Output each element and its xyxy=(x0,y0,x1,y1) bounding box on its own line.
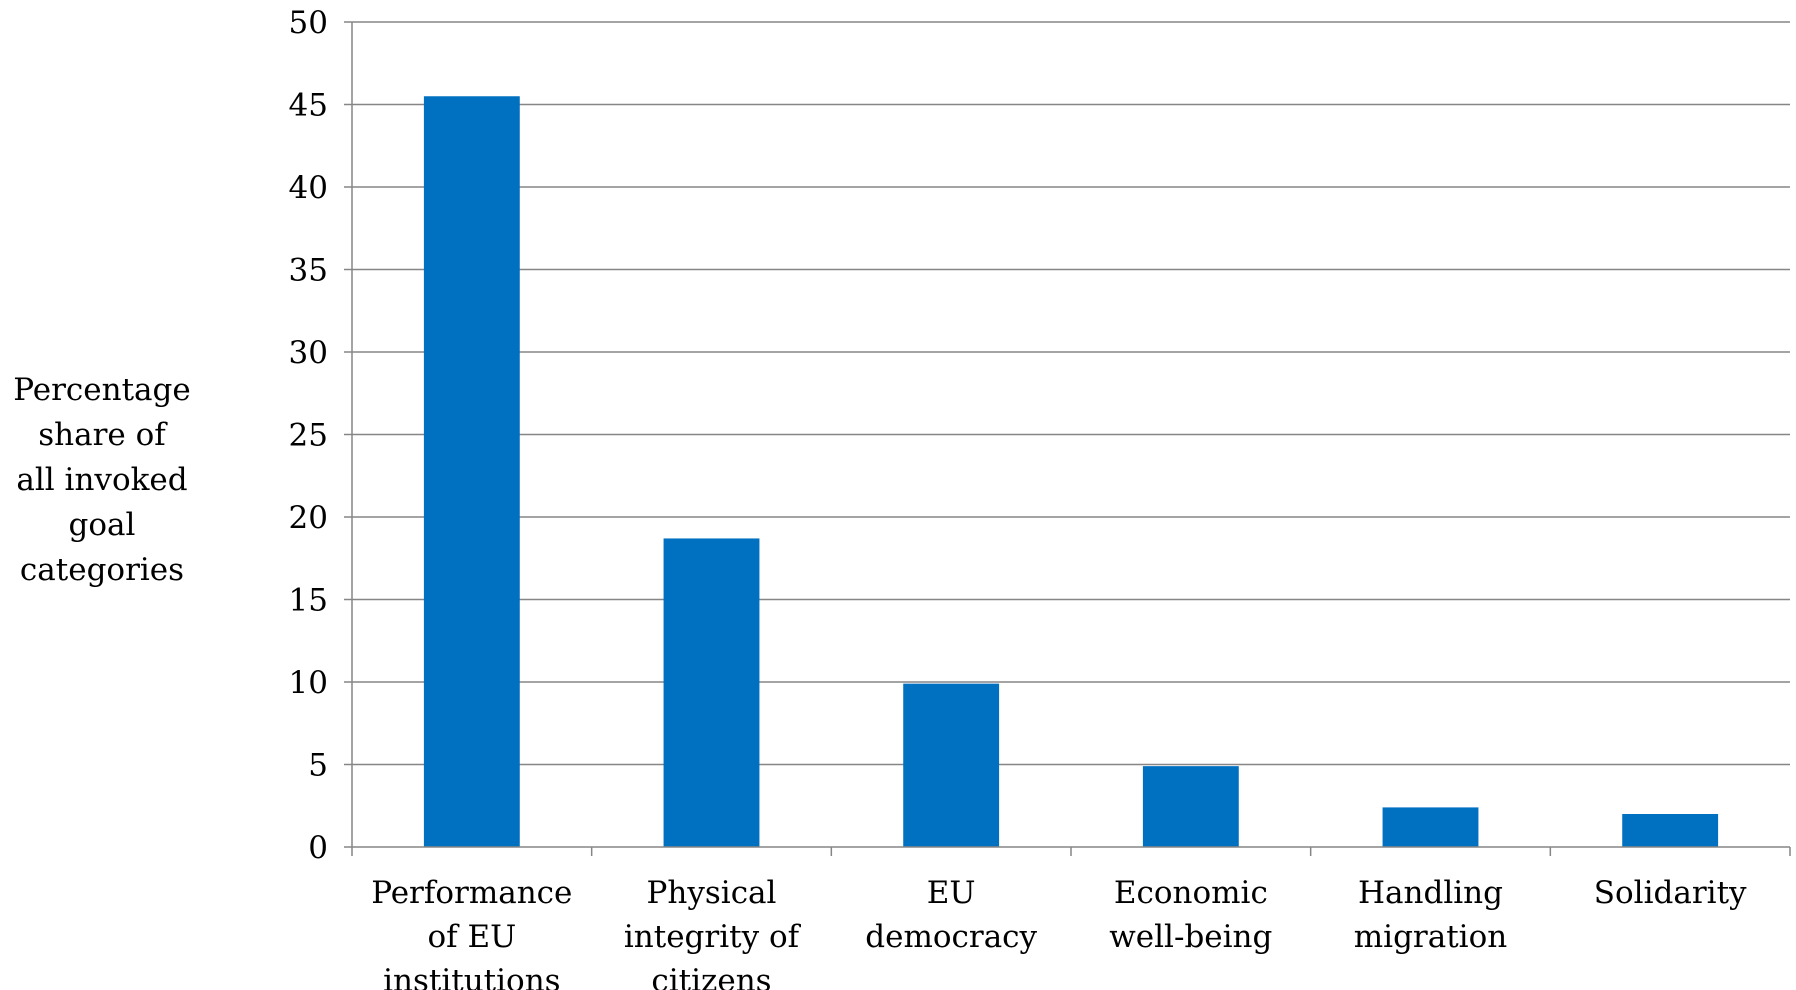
x-category-label: EU democracy xyxy=(865,875,1037,955)
bar xyxy=(1622,814,1719,847)
y-tick-label: 20 xyxy=(289,500,328,536)
x-category-label-line: integrity of xyxy=(624,919,802,955)
axes xyxy=(344,21,1791,856)
y-tick-label: 15 xyxy=(289,583,328,619)
x-category-label-line: Physical xyxy=(647,875,777,911)
x-category-label-line: democracy xyxy=(865,919,1037,955)
y-tick-label: 45 xyxy=(289,88,328,124)
y-tick-label: 25 xyxy=(289,418,328,454)
bar xyxy=(423,96,520,847)
x-category-label-line: of EU xyxy=(427,919,516,955)
y-tick-label: 50 xyxy=(289,5,328,41)
x-category-label-line: EU xyxy=(927,875,976,911)
x-category-label-line: institutions xyxy=(383,963,561,990)
x-category-labels: Performance of EU institutions Physical inte… xyxy=(371,875,1747,990)
y-axis-label: Percentage share of all invoked goal cat… xyxy=(0,368,204,593)
bar xyxy=(1382,807,1479,847)
bar xyxy=(903,683,1000,847)
y-tick-labels: 0 5 10 15 20 25 30 35 40 45 50 xyxy=(289,5,328,866)
x-category-label: Performance of EU institutions xyxy=(371,875,572,990)
y-axis-label-line: categories xyxy=(19,552,185,588)
y-tick-label: 30 xyxy=(289,335,328,371)
y-tick-label: 5 xyxy=(308,748,328,784)
y-axis-label-line: goal xyxy=(68,507,136,543)
x-category-label-line: migration xyxy=(1354,919,1507,955)
x-category-label-line: Handling xyxy=(1358,875,1503,911)
y-axis-label-line: Percentage xyxy=(13,372,191,408)
bar xyxy=(663,538,760,847)
y-tick-label: 10 xyxy=(289,665,328,701)
y-tick-label: 40 xyxy=(289,170,328,206)
x-category-label-line: well-being xyxy=(1109,919,1272,955)
x-category-label: Solidarity xyxy=(1594,875,1747,911)
bar xyxy=(1142,766,1239,847)
x-category-label: Handling migration xyxy=(1354,875,1507,955)
x-category-label-line: citizens xyxy=(651,963,771,990)
y-axis-label-line: all invoked xyxy=(16,462,188,498)
bars xyxy=(423,96,1719,847)
y-axis-label-line: share of xyxy=(38,417,166,453)
x-category-label: Physical integrity of citizens xyxy=(624,875,802,990)
x-category-label-line: Economic xyxy=(1114,875,1268,911)
x-category-label-line: Solidarity xyxy=(1594,875,1747,911)
y-tick-label: 0 xyxy=(308,830,328,866)
gridlines xyxy=(352,21,1790,766)
x-category-label: Economic well-being xyxy=(1109,875,1272,955)
y-tick-label: 35 xyxy=(289,253,328,289)
x-category-label-line: Performance xyxy=(371,875,572,911)
